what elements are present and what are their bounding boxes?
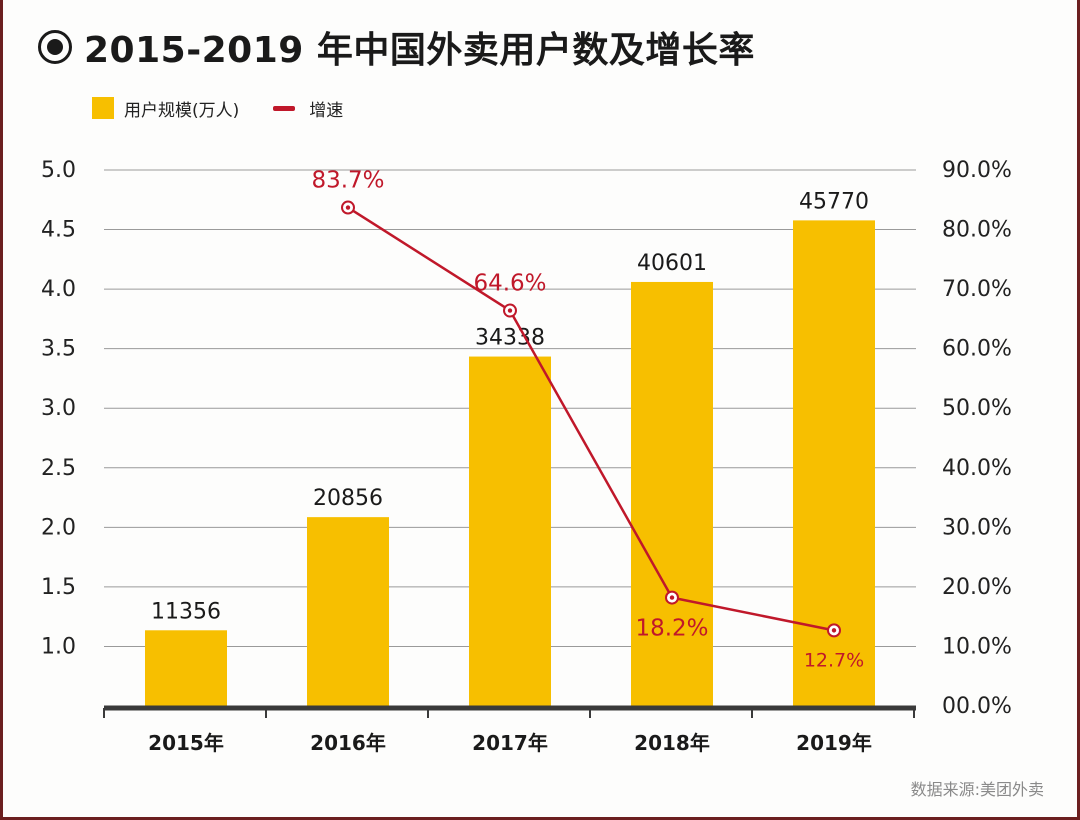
source-note: 数据来源:美团外卖 [910,780,1044,799]
bar-value-label: 45770 [799,189,869,214]
right-axis-tick-label: 40.0% [942,456,1012,481]
category-label: 2018年 [634,731,710,755]
legend-item-line: 增速 [273,96,343,121]
left-axis-tick-label: 5.0 [41,158,76,183]
right-axis-tick-label: 10.0% [942,634,1012,659]
growth-marker-dot [831,628,837,633]
left-axis-tick-label: 3.5 [41,337,76,362]
chart-legend: 用户规模(万人) 增速 [92,94,377,122]
bar-value-label: 40601 [637,251,707,276]
right-axis-tick-label: 50.0% [942,396,1012,421]
bar [631,281,713,706]
left-axis-tick-label: 2.0 [41,515,76,540]
bar-value-label: 11356 [151,599,221,624]
left-axis-tick-label: 4.0 [41,277,76,302]
left-axis-tick-label: 1.5 [41,575,76,600]
left-axis-tick-label: 3.0 [41,396,76,421]
legend-bar-swatch [92,97,114,119]
left-axis-tick-label: 2.5 [41,456,76,481]
legend-bar-label: 用户规模(万人) [124,100,240,121]
right-axis-tick-label: 60.0% [942,337,1012,362]
growth-value-label: 12.7% [804,649,864,671]
category-label: 2019年 [796,731,872,755]
bar-value-label: 34338 [475,326,545,351]
bar [469,356,551,706]
bar-value-label: 20856 [313,486,383,511]
category-label: 2016年 [310,731,386,755]
right-axis-tick-label: 00.0% [942,694,1012,719]
legend-line-swatch [273,105,296,111]
bar [307,517,389,706]
chart-title: 2015-2019 年中国外卖用户数及增长率 [84,30,755,71]
right-axis-tick-label: 20.0% [942,575,1012,600]
right-axis-tick-label: 70.0% [942,277,1012,302]
growth-marker-dot [669,595,675,600]
bar [145,630,227,706]
category-label: 2017年 [472,731,548,755]
category-label: 2015年 [148,731,224,755]
left-axis-tick-label: 4.5 [41,218,76,243]
right-axis-tick-label: 90.0% [942,158,1012,183]
growth-marker-dot [507,308,513,313]
legend-item-bar: 用户规模(万人) [92,96,239,121]
left-axis-tick-label: 1.0 [41,634,76,659]
right-axis-tick-label: 30.0% [942,515,1012,540]
growth-value-label: 83.7% [311,168,384,194]
bullet-circle-icon [38,30,72,64]
growth-value-label: 64.6% [473,271,546,297]
growth-line [347,206,835,632]
legend-line-label: 增速 [309,100,344,121]
chart-title-row: 2015-2019 年中国外卖用户数及增长率 [38,22,755,72]
growth-value-label: 18.2% [635,616,708,642]
growth-marker-dot [345,205,351,210]
right-axis-tick-label: 80.0% [942,218,1012,243]
